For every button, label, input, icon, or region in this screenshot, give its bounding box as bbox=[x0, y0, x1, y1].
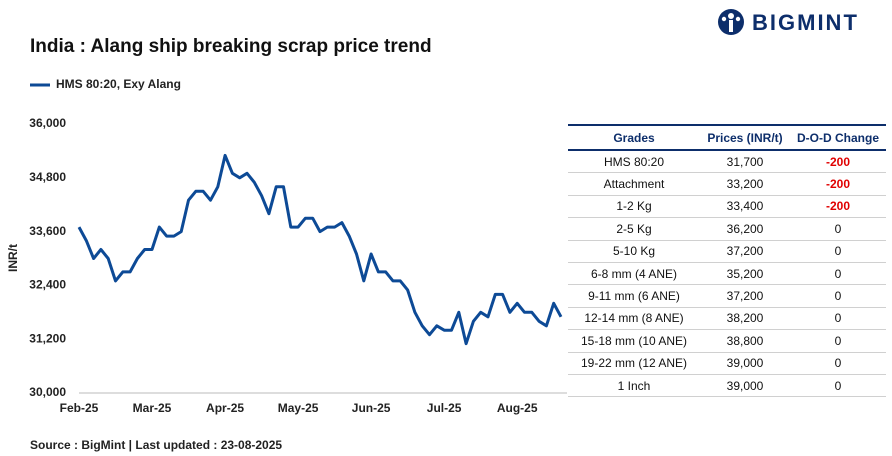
y-tick-label: 30,000 bbox=[29, 385, 66, 399]
table-cell: 38,800 bbox=[700, 329, 790, 353]
table-cell: -200 bbox=[790, 150, 886, 174]
table-cell: 9-11 mm (6 ANE) bbox=[568, 284, 700, 308]
y-tick-label: 36,000 bbox=[29, 116, 66, 130]
table-cell: 2-5 Kg bbox=[568, 217, 700, 241]
table-row: 12-14 mm (8 ANE) 38,200 0 bbox=[568, 307, 886, 331]
x-tick-label: Jun-25 bbox=[352, 401, 391, 415]
table-cell: 1-2 Kg bbox=[568, 195, 700, 219]
table-row: 19-22 mm (12 ANE) 39,000 0 bbox=[568, 352, 886, 375]
table-row: HMS 80:20 31,700 -200 bbox=[568, 150, 886, 174]
table-cell: Attachment bbox=[568, 172, 700, 196]
table-cell: 38,200 bbox=[700, 307, 790, 331]
y-tick-label: 34,800 bbox=[29, 170, 66, 184]
table-cell: 0 bbox=[790, 262, 886, 286]
x-tick-label: Apr-25 bbox=[206, 401, 244, 415]
table-cell: 5-10 Kg bbox=[568, 240, 700, 263]
table-cell: 0 bbox=[790, 329, 886, 353]
table-header: Grades Prices (INR/t) D-O-D Change bbox=[568, 124, 886, 151]
column-header: Prices (INR/t) bbox=[700, 124, 790, 151]
logo: BIGMINT bbox=[718, 9, 859, 35]
table-cell: 39,000 bbox=[700, 374, 790, 398]
table-row: 9-11 mm (6 ANE) 37,200 0 bbox=[568, 284, 886, 308]
table-row: 1-2 Kg 33,400 -200 bbox=[568, 195, 886, 219]
table-row: 2-5 Kg 36,200 0 bbox=[568, 217, 886, 241]
table-cell: 1 Inch bbox=[568, 374, 700, 398]
y-tick-label: 33,600 bbox=[29, 224, 66, 238]
table-cell: 19-22 mm (12 ANE) bbox=[568, 352, 700, 375]
x-tick-label: Mar-25 bbox=[133, 401, 172, 415]
table-cell: 0 bbox=[790, 374, 886, 398]
series-line bbox=[77, 153, 563, 346]
table-cell: 36,200 bbox=[700, 217, 790, 241]
logo-text: BIGMINT bbox=[752, 10, 859, 35]
source-note: Source : BigMint | Last updated : 23-08-… bbox=[30, 438, 282, 452]
table-cell: 33,400 bbox=[700, 195, 790, 219]
table-cell: 35,200 bbox=[700, 262, 790, 286]
logo-icon-head bbox=[735, 16, 741, 22]
table-cell: 6-8 mm (4 ANE) bbox=[568, 262, 700, 286]
x-tick-label: Feb-25 bbox=[60, 401, 99, 415]
table-cell: 0 bbox=[790, 352, 886, 375]
table-row: Attachment 33,200 -200 bbox=[568, 172, 886, 196]
table-cell: 39,000 bbox=[700, 352, 790, 375]
table-cell: -200 bbox=[790, 172, 886, 196]
table-cell: 15-18 mm (10 ANE) bbox=[568, 329, 700, 353]
y-tick-label: 31,200 bbox=[29, 331, 66, 345]
y-tick-label: 32,400 bbox=[29, 278, 66, 292]
column-header: Grades bbox=[568, 124, 700, 151]
table-cell: 37,200 bbox=[700, 240, 790, 263]
legend-label: HMS 80:20, Exy Alang bbox=[56, 77, 181, 91]
x-tick-label: Jul-25 bbox=[427, 401, 462, 415]
table-body: HMS 80:20 31,700 -200 Attachment 33,200 -200 1… bbox=[568, 150, 886, 398]
table-cell: 0 bbox=[790, 217, 886, 241]
y-axis-label: INR/t bbox=[6, 244, 20, 272]
x-tick-label: Aug-25 bbox=[497, 401, 538, 415]
table-cell: 0 bbox=[790, 284, 886, 308]
logo-icon-body bbox=[729, 20, 733, 32]
logo-icon-head bbox=[728, 13, 734, 19]
table-cell: HMS 80:20 bbox=[568, 150, 700, 174]
column-header: D-O-D Change bbox=[790, 124, 886, 151]
table-cell: 31,700 bbox=[700, 150, 790, 174]
table-row: 15-18 mm (10 ANE) 38,800 0 bbox=[568, 329, 886, 353]
table-cell: 37,200 bbox=[700, 284, 790, 308]
table-row: 6-8 mm (4 ANE) 35,200 0 bbox=[568, 262, 886, 286]
table-cell: 0 bbox=[790, 307, 886, 331]
chart-title: India : Alang ship breaking scrap price … bbox=[30, 36, 432, 57]
logo-icon-head bbox=[721, 16, 727, 22]
table-cell: 33,200 bbox=[700, 172, 790, 196]
table-cell: -200 bbox=[790, 195, 886, 219]
table-cell: 12-14 mm (8 ANE) bbox=[568, 307, 700, 331]
table-row: 1 Inch 39,000 0 bbox=[568, 374, 886, 398]
price-table: Grades Prices (INR/t) D-O-D Change HMS 80:2… bbox=[568, 124, 886, 398]
x-tick-label: May-25 bbox=[278, 401, 319, 415]
table-cell: 0 bbox=[790, 240, 886, 263]
table-row: 5-10 Kg 37,200 0 bbox=[568, 240, 886, 263]
